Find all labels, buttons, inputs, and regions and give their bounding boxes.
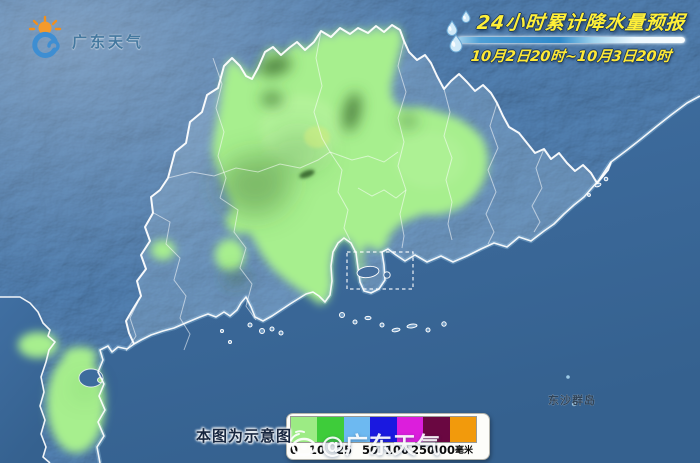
weibo-icon [290, 429, 317, 456]
precipitation-legend: 0 10 25 50 100 250 400 毫米 [286, 413, 490, 460]
city-boundaries [125, 30, 545, 352]
title-divider [457, 37, 685, 43]
legend-swatch [396, 417, 424, 442]
coastline [0, 95, 700, 463]
forecast-period: 10月2日20时~10月3日20时 [470, 49, 672, 65]
sun-cyclone-icon [28, 15, 62, 58]
station-logo: 广东天气 [24, 14, 144, 62]
legend-swatch [370, 417, 397, 442]
legend-tick: 100 [384, 443, 410, 457]
legend-tick: 10 [308, 443, 326, 457]
dongsha-islands: 东沙群岛 [548, 375, 596, 407]
station-name: 广东天气 [72, 32, 145, 51]
watermark-text: @广东天气 [321, 433, 441, 459]
rain-spot-small [299, 126, 330, 179]
legend-swatch [317, 417, 344, 442]
legend-swatch [423, 417, 450, 442]
rain-area-dark [222, 56, 418, 287]
legend-tick: 400 [430, 443, 456, 457]
islands-hk [356, 265, 391, 279]
legend-tick: 50 [361, 443, 379, 457]
legend-tick: 25 [335, 443, 353, 457]
legend-swatch [343, 417, 371, 442]
dashed-region-box [346, 251, 414, 290]
harbour-inlet [78, 368, 104, 388]
legend-swatches [290, 416, 477, 443]
raindrops-icon [446, 10, 471, 53]
schematic-note: 本图为示意图 [196, 427, 293, 445]
watermark: @广东天气 [288, 426, 441, 460]
dongsha-label: 东沙群岛 [548, 393, 596, 407]
islands [220, 176, 609, 344]
legend-swatch [449, 417, 476, 442]
legend-tick: 250 [410, 443, 436, 457]
province-border [125, 24, 612, 345]
page-title: 24小时累计降水量预报 [475, 12, 687, 34]
legend-unit: 毫米 [455, 446, 474, 456]
